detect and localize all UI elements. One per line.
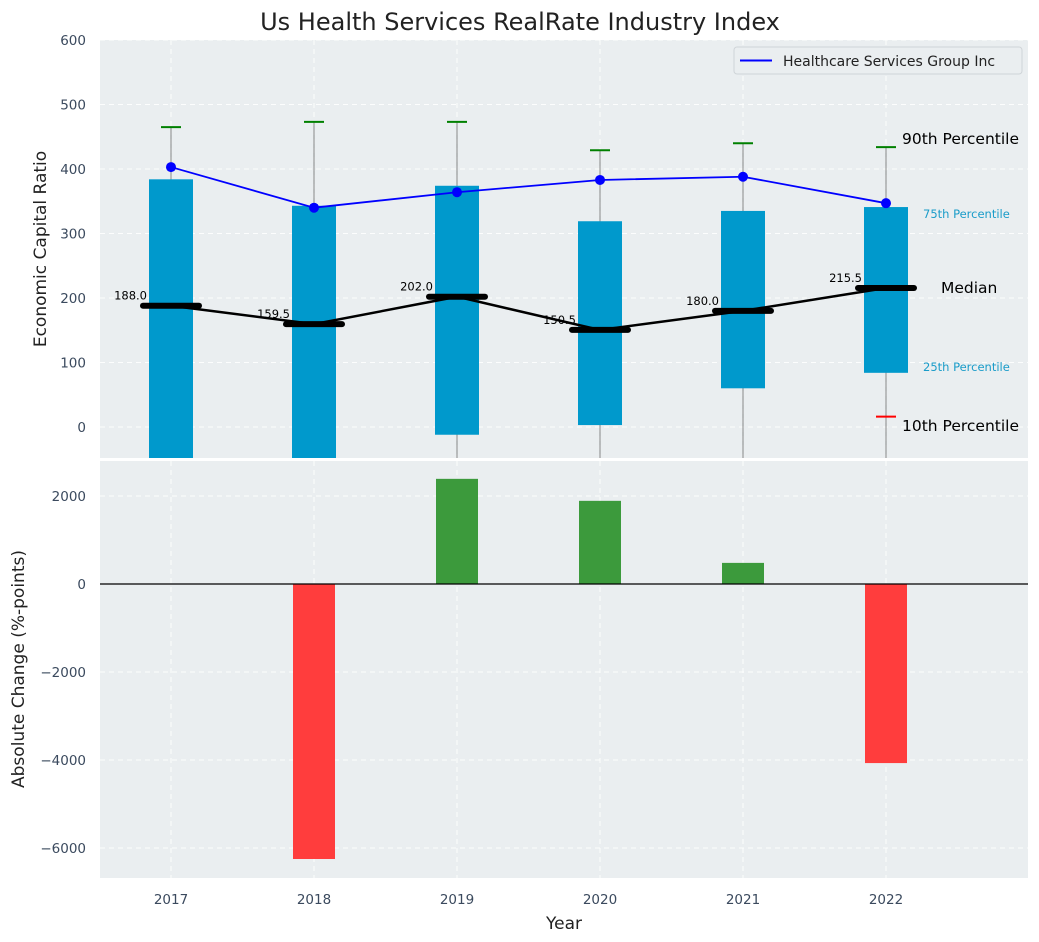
change-bar-2022 <box>865 584 907 764</box>
bottom-y-tick-label: 2000 <box>52 489 86 505</box>
bottom-y-tick-label: −6000 <box>40 841 86 857</box>
annotation-25th: 25th Percentile <box>923 360 1010 374</box>
legend-box <box>733 46 1023 75</box>
top-y-tick-label: 100 <box>60 356 86 372</box>
change-bar-2019 <box>436 478 478 584</box>
percentile-box-2021 <box>721 210 765 389</box>
bottom-y-axis-label: Absolute Change (%-points) <box>9 550 29 788</box>
annotation-10th: 10th Percentile <box>902 417 1019 435</box>
annotation-90th: 90th Percentile <box>902 130 1019 148</box>
series-point-2019 <box>452 187 462 198</box>
median-line <box>170 286 887 332</box>
x-tick-label: 2022 <box>869 892 903 908</box>
series-point-2022 <box>881 198 891 209</box>
top-y-tick-label: 200 <box>60 291 86 307</box>
top-y-tick-label: 400 <box>60 162 86 178</box>
x-axis-label: Year <box>545 914 582 934</box>
bottom-panel: −6000 −4000 −2000 0 2000 2017 2018 2019 2020 202… <box>9 461 1028 934</box>
percentile-box-2019 <box>435 185 479 435</box>
annotation-75th: 75th Percentile <box>923 207 1010 221</box>
top-y-tick-label: 300 <box>60 227 86 243</box>
x-tick-label: 2018 <box>297 892 331 908</box>
top-y-tick-label: 500 <box>60 98 86 114</box>
legend-entry: Healthcare Services Group Inc <box>783 54 995 70</box>
x-tick-label: 2019 <box>440 892 474 908</box>
median-label-2018: 159.5 <box>257 307 290 321</box>
annotation-median: Median <box>941 279 997 297</box>
percentile-box-2020 <box>578 221 622 426</box>
top-panel: 0 100 200 300 400 500 600 188.0 159.5 202.0 150.5… <box>31 33 1028 458</box>
change-bar-2018 <box>293 584 335 859</box>
legend: Healthcare Services Group Inc <box>733 46 1023 75</box>
median-label-2020: 150.5 <box>543 313 576 327</box>
x-tick-label: 2021 <box>726 892 760 908</box>
x-tick-label: 2017 <box>154 892 188 908</box>
top-y-tick-label: 600 <box>60 33 86 49</box>
x-tick-label: 2020 <box>583 892 617 908</box>
chart-title: Us Health Services RealRate Industry Ind… <box>260 8 780 36</box>
bottom-y-tick-label: −2000 <box>40 665 86 681</box>
median-label-2017: 188.0 <box>114 289 147 303</box>
top-y-tick-label: 0 <box>77 420 86 436</box>
series-point-2017 <box>166 162 176 173</box>
change-bar-2020 <box>579 500 621 584</box>
change-bar-2021 <box>722 562 764 584</box>
bottom-y-tick-label: 0 <box>77 577 86 593</box>
median-label-2022: 215.5 <box>829 271 862 285</box>
percentile-box-2017 <box>149 179 193 458</box>
median-label-2021: 180.0 <box>686 294 719 308</box>
series-point-2020 <box>595 174 605 185</box>
top-y-axis-label: Economic Capital Ratio <box>31 151 51 347</box>
percentile-box-2018 <box>292 205 336 458</box>
series-point-2018 <box>309 202 319 213</box>
series-point-2021 <box>738 171 748 182</box>
series-line-company <box>170 166 887 209</box>
median-label-2019: 202.0 <box>400 280 433 294</box>
bottom-y-tick-label: −4000 <box>40 753 86 769</box>
